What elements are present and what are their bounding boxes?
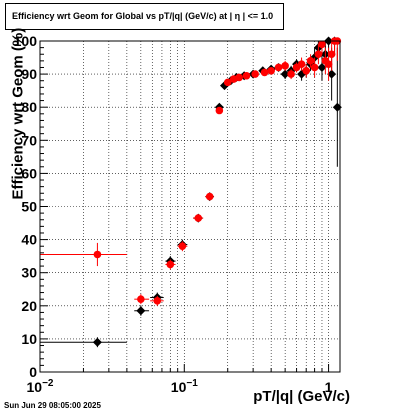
y-tick-label: 10 — [21, 331, 37, 347]
y-tick-label: 70 — [21, 132, 37, 148]
data-point-red — [274, 63, 283, 72]
data-point-red — [178, 242, 187, 251]
data-point-red — [194, 214, 203, 222]
data-point-red — [287, 70, 295, 78]
data-point-red — [251, 70, 259, 78]
data-point-red — [242, 71, 251, 80]
axis-ticks: 0 10 20 30 40 50 60 70 80 90 100 10−2 10−1 1 — [14, 33, 333, 395]
datestamp: Sun Jun 29 08:05:00 2025 — [4, 401, 101, 410]
y-tick-label: 90 — [21, 66, 37, 82]
data-point-red — [281, 62, 289, 70]
y-tick-label: 40 — [21, 232, 37, 248]
data-point-black — [317, 62, 327, 72]
data-point-red — [310, 63, 319, 72]
data-point-red — [318, 40, 326, 49]
data-point-red — [314, 50, 323, 59]
data-point-red — [235, 73, 243, 82]
data-point-black — [280, 69, 290, 79]
data-point-black — [92, 337, 102, 347]
data-point-red — [302, 66, 311, 75]
grid-lines — [39, 40, 340, 373]
y-axis-label: Efficiency wrt Geom (%) — [9, 27, 27, 200]
data-point-red — [205, 192, 214, 201]
data-point-red — [137, 295, 145, 303]
x-axis-label: pT/|q| (GeV/c) — [253, 388, 350, 405]
y-tick-label: 100 — [14, 33, 38, 49]
series-group — [40, 37, 342, 306]
x-tick-label: 1 — [325, 379, 333, 395]
data-point-red — [153, 297, 162, 305]
data-point-red — [267, 66, 275, 75]
data-series — [40, 36, 342, 348]
y-tick-label: 0 — [29, 364, 37, 380]
y-tick-label: 80 — [21, 99, 37, 115]
data-point-red — [215, 106, 224, 115]
y-tick-label: 30 — [21, 265, 37, 281]
data-point-red — [297, 60, 306, 68]
y-tick-label: 50 — [21, 199, 37, 215]
data-point-red — [223, 78, 232, 87]
data-point-red — [324, 60, 333, 68]
data-point-red — [166, 260, 175, 269]
data-point-red — [306, 57, 315, 65]
y-tick-label: 60 — [21, 165, 37, 181]
data-point-black — [327, 69, 337, 79]
y-tick-label: 20 — [21, 298, 37, 314]
chart-title: Efficiency wrt Geom for Global vs pT/|q|… — [12, 11, 274, 21]
data-point-black — [136, 306, 146, 316]
data-point-red — [260, 68, 269, 77]
data-point-red — [327, 50, 336, 59]
x-tick-label: 10−1 — [171, 378, 198, 395]
data-point-red — [93, 250, 102, 259]
chart-title-box: Efficiency wrt Geom for Global vs pT/|q|… — [5, 3, 284, 30]
x-tick-label: 10−2 — [27, 378, 54, 395]
